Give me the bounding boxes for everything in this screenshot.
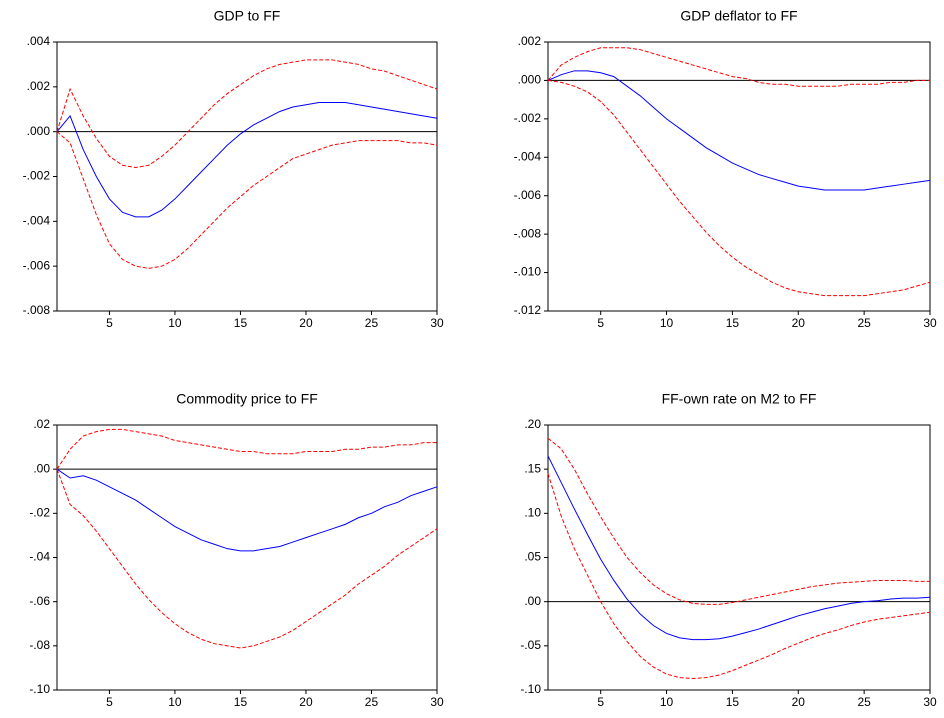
y-tick-label: -.002 xyxy=(23,169,51,183)
band-line xyxy=(56,468,438,649)
y-tick-label: .004 xyxy=(27,34,51,48)
response-line xyxy=(547,455,931,641)
x-tick-label: 5 xyxy=(106,695,113,709)
x-tick-label: 10 xyxy=(168,316,182,330)
chart-title: GDP deflator to FF xyxy=(680,8,797,24)
response-line xyxy=(56,102,438,218)
y-tick-label: -.012 xyxy=(514,303,542,317)
y-tick-label: .00 xyxy=(524,594,541,608)
plot-frame xyxy=(547,424,931,691)
x-tick-label: 25 xyxy=(857,316,871,330)
x-tick-label: 20 xyxy=(792,695,806,709)
band-line xyxy=(547,437,930,605)
x-tick-label: 30 xyxy=(923,695,937,709)
band-line xyxy=(56,59,438,169)
x-tick-label: 20 xyxy=(299,695,313,709)
plot-frame xyxy=(56,424,438,691)
y-tick-label: -.004 xyxy=(514,149,542,163)
y-tick-label: .20 xyxy=(524,417,541,431)
y-tick-label: .00 xyxy=(33,461,50,475)
y-tick-label: -.04 xyxy=(29,550,50,564)
y-tick-label: -.10 xyxy=(520,682,541,696)
band-line xyxy=(547,473,931,680)
x-tick-label: 5 xyxy=(106,316,113,330)
y-tick-label: -.008 xyxy=(23,303,51,317)
x-tick-label: 30 xyxy=(430,316,444,330)
y-tick-label: -.008 xyxy=(514,226,542,240)
x-tick-label: 5 xyxy=(597,316,604,330)
chart-title: Commodity price to FF xyxy=(176,391,318,407)
plot-frame xyxy=(56,41,438,312)
x-tick-label: 10 xyxy=(660,316,674,330)
y-tick-label: -.10 xyxy=(29,682,50,696)
y-tick-label: -.02 xyxy=(29,506,50,520)
x-tick-label: 5 xyxy=(597,695,604,709)
x-tick-label: 10 xyxy=(660,695,674,709)
x-tick-label: 30 xyxy=(430,695,444,709)
band-line xyxy=(547,47,930,87)
y-tick-label: .002 xyxy=(27,79,51,93)
x-tick-label: 15 xyxy=(726,316,740,330)
x-tick-label: 20 xyxy=(299,316,313,330)
plot-frame xyxy=(547,41,931,312)
chart-title: GDP to FF xyxy=(214,8,281,24)
y-tick-label: -.05 xyxy=(520,638,541,652)
x-tick-label: 20 xyxy=(792,316,806,330)
response-line xyxy=(547,70,931,191)
y-tick-label: -.010 xyxy=(514,265,542,279)
y-tick-label: .000 xyxy=(27,124,51,138)
y-tick-label: .02 xyxy=(33,417,50,431)
y-tick-label: .000 xyxy=(518,73,542,87)
chart-title: FF-own rate on M2 to FF xyxy=(662,391,817,407)
y-tick-label: -.004 xyxy=(23,214,51,228)
y-tick-label: -.06 xyxy=(29,594,50,608)
band-line xyxy=(56,428,437,470)
y-tick-label: -.08 xyxy=(29,638,50,652)
band-line xyxy=(56,131,438,269)
x-tick-label: 25 xyxy=(365,316,379,330)
y-tick-label: -.006 xyxy=(514,188,542,202)
x-tick-label: 15 xyxy=(234,695,248,709)
x-tick-label: 25 xyxy=(857,695,871,709)
x-tick-label: 15 xyxy=(726,695,740,709)
y-tick-label: .002 xyxy=(518,34,542,48)
y-tick-label: -.006 xyxy=(23,258,51,272)
band-line xyxy=(547,79,931,297)
x-tick-label: 25 xyxy=(365,695,379,709)
x-tick-label: 30 xyxy=(923,316,937,330)
y-tick-label: .15 xyxy=(524,461,541,475)
y-tick-label: .05 xyxy=(524,550,541,564)
x-tick-label: 10 xyxy=(168,695,182,709)
y-tick-label: .10 xyxy=(524,506,541,520)
x-tick-label: 15 xyxy=(234,316,248,330)
y-tick-label: -.002 xyxy=(514,111,542,125)
response-line xyxy=(56,468,438,552)
